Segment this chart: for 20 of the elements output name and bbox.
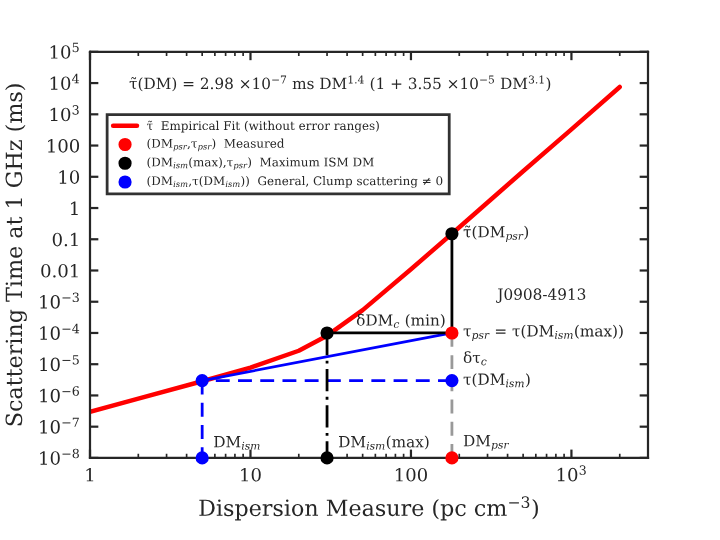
y-tick-label: 10$^{−6}$ bbox=[40, 386, 79, 403]
y-tick-label: 10$^{−5}$ bbox=[40, 355, 79, 372]
y-tick-label: 10$^{4}$ bbox=[50, 73, 80, 91]
y-tick-label: 10$^{−8}$ bbox=[40, 448, 79, 465]
y-tick-label: 10$^{−7}$ bbox=[40, 417, 79, 434]
y-tick-label: 0.1 bbox=[52, 232, 78, 247]
y-tick-label: 100 bbox=[48, 139, 80, 153]
y-tick-label: 1 bbox=[70, 201, 78, 215]
x-axis-title: Dispersion Measure (pc cm$^{−3}$) bbox=[199, 496, 538, 521]
y-tick-label: 10$^{3}$ bbox=[50, 105, 79, 122]
y-tick-label: 0.01 bbox=[41, 263, 78, 278]
x-tick-label: 100 bbox=[395, 467, 427, 482]
x-tick-label: 10$^{3}$ bbox=[557, 465, 586, 482]
y-tick-label: 10$^{5}$ bbox=[50, 42, 79, 59]
x-tick-label: 10 bbox=[241, 467, 261, 482]
y-axis-title: Scattering Time at 1 GHz (ms) bbox=[5, 84, 27, 426]
y-tick-label: 10$^{−4}$ bbox=[40, 323, 80, 340]
y-tick-label: 10$^{−3}$ bbox=[40, 292, 79, 309]
y-tick-label: 10 bbox=[59, 170, 80, 184]
x-tick-label: 1 bbox=[86, 467, 94, 482]
